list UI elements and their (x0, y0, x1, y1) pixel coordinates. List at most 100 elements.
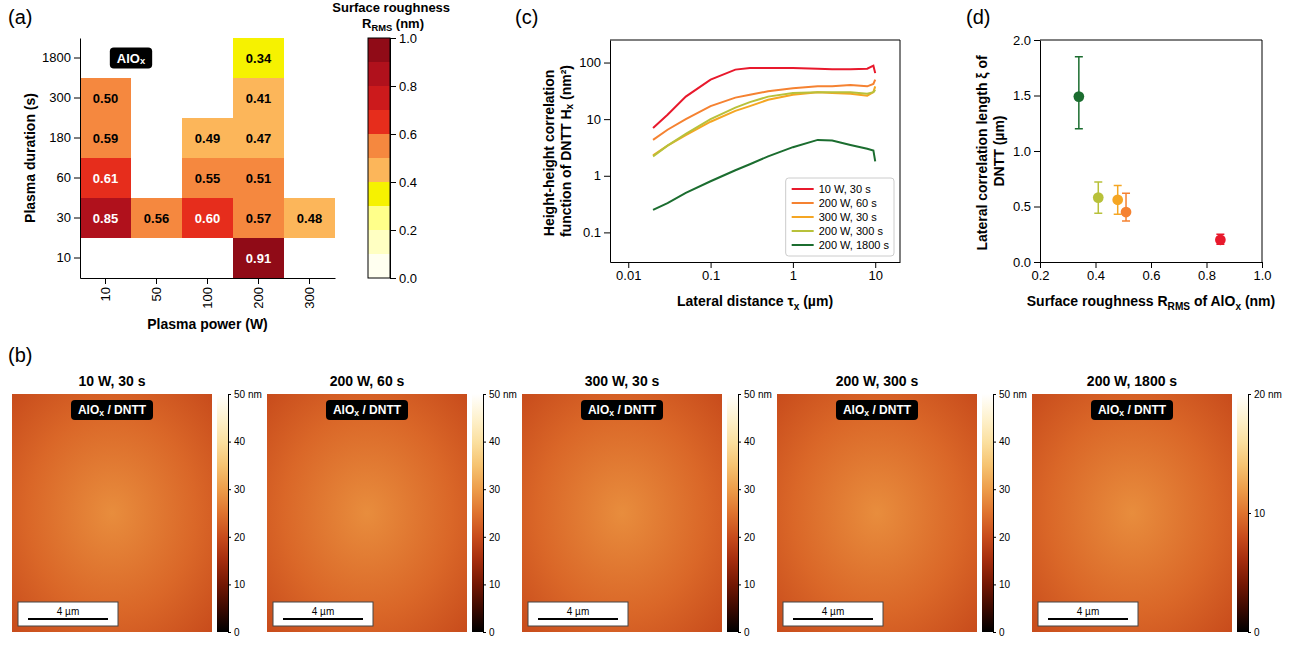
colorbar-bin (368, 134, 390, 158)
tick: 1.0 (1253, 262, 1271, 283)
tick-label: 200 (251, 287, 266, 309)
y-axis: 1030601803001800 (42, 39, 80, 279)
text-line: 4 µm (567, 606, 589, 617)
tick-mark (1096, 262, 1097, 268)
tick-label: 1.0 (1253, 268, 1271, 283)
panel-afm: 200 W, 300 sAlOx / DNTT4 µm01020304050 n… (777, 373, 1027, 638)
tick-mark (738, 537, 741, 538)
legend-swatch (792, 244, 814, 246)
legend-label: 200 W, 1800 s (819, 239, 890, 251)
text-part: Lateral distance τ (677, 293, 794, 309)
tick-mark (483, 442, 486, 443)
tick: 1.0 (1013, 144, 1040, 159)
y-axis-title: Lateral correlation length ξ of DNTT (µm… (974, 51, 1007, 250)
text-line: function of DNTT Hx (nm²) (558, 65, 575, 237)
panel-label: AlOx / DNTT (78, 403, 147, 418)
tick: 0 (738, 627, 750, 638)
tick-label: 20 (489, 532, 501, 543)
text-part: AlO (78, 403, 99, 417)
axis-line (483, 395, 484, 633)
tick-mark (483, 632, 486, 633)
tick: 20 (738, 532, 756, 543)
tick-label: 2.0 (1013, 33, 1031, 48)
text-line: 4 µm (822, 606, 844, 617)
text-line: RRMS (nm) (362, 16, 424, 33)
text-line: DNTT (µm) (991, 115, 1007, 186)
tick-label: 300 (49, 90, 71, 105)
tick-mark (1040, 262, 1041, 268)
tick: 0 (993, 627, 1005, 638)
heatmap-cell (80, 198, 131, 238)
legend-box (786, 178, 894, 256)
tick-label: 10 (57, 250, 71, 265)
panel-scatter: 0.20.40.60.81.00.00.51.01.52.0Surface ro… (974, 33, 1275, 312)
text-part: of AlO (1190, 293, 1235, 309)
tick-mark (483, 489, 486, 490)
tick-mark (483, 584, 486, 585)
tick-label: 180 (49, 130, 71, 145)
tick-mark (1248, 513, 1251, 514)
tick: 0 (483, 627, 495, 638)
tick-mark (390, 182, 396, 183)
tick: 20 (993, 532, 1011, 543)
tick-label: 50 nm (744, 389, 772, 400)
heatmap-cell (131, 198, 182, 238)
tick-mark (228, 537, 231, 538)
text-part: 300 W, 30 s (585, 373, 660, 389)
tick-label: 0 (1254, 627, 1260, 638)
afm-image (777, 394, 977, 632)
tick-mark (604, 119, 610, 120)
tick-label: 1 (790, 268, 797, 283)
tick: 10 (483, 579, 501, 590)
panel-label: AlOx / DNTT (1098, 403, 1167, 418)
afm-image (12, 394, 212, 632)
cells (80, 38, 335, 278)
tick-mark (207, 278, 208, 284)
tick-label: 0.2 (1031, 268, 1049, 283)
y-axis: 0.1110100 (579, 41, 610, 263)
text-part: / DNTT (359, 403, 402, 417)
data-label: 0.51 (246, 171, 271, 186)
tick-label: 20 (744, 532, 756, 543)
heatmap-cell (233, 78, 284, 118)
tick-label: 0.6 (399, 127, 417, 142)
tick-label: 1.5 (1013, 88, 1031, 103)
tick-mark (390, 38, 396, 39)
scale-bar (793, 618, 873, 620)
tick: 2.0 (1013, 33, 1040, 48)
heatmap-cell (284, 198, 335, 238)
tick: 30 (228, 484, 246, 495)
tick-mark (483, 537, 486, 538)
tick: 10 (587, 112, 610, 127)
tick-label: 0.0 (1013, 255, 1031, 270)
panel-afm: 300 W, 30 sAlOx / DNTT4 µm01020304050 nm (522, 373, 772, 638)
tick: 40 (993, 436, 1011, 447)
heatmap-cell (233, 38, 284, 78)
tick: 60 (57, 170, 80, 185)
tick-mark (390, 230, 396, 231)
tick-label: 50 nm (999, 389, 1027, 400)
heatmap-cell (80, 158, 131, 198)
text-line: Surface roughness RRMS of AlOx (nm) (1027, 293, 1275, 312)
text-line: AlOx / DNTT (333, 403, 402, 418)
text-line: AlOx / DNTT (588, 403, 657, 418)
tick-label: 10 (489, 579, 501, 590)
tick-label: 1.0 (399, 31, 417, 46)
text-part: Surface roughness (332, 0, 453, 15)
tick-mark (628, 262, 629, 268)
tick-mark (74, 258, 80, 259)
text-line: AlOx / DNTT (78, 403, 147, 418)
scale-bar-box (783, 602, 883, 626)
tick: 50 nm (738, 389, 772, 400)
heatmap-cell (182, 198, 233, 238)
tick-label: 30 (234, 484, 246, 495)
tick: 50 nm (483, 389, 517, 400)
colorbar-axis: 0.00.20.40.60.81.0 (390, 31, 417, 286)
tick-mark (738, 584, 741, 585)
point (1112, 194, 1123, 205)
colorbar-bin (368, 254, 390, 278)
point (1073, 91, 1084, 102)
colorbar (217, 394, 228, 632)
tick-label: 40 (489, 436, 501, 447)
tick: 1.5 (1013, 88, 1040, 103)
